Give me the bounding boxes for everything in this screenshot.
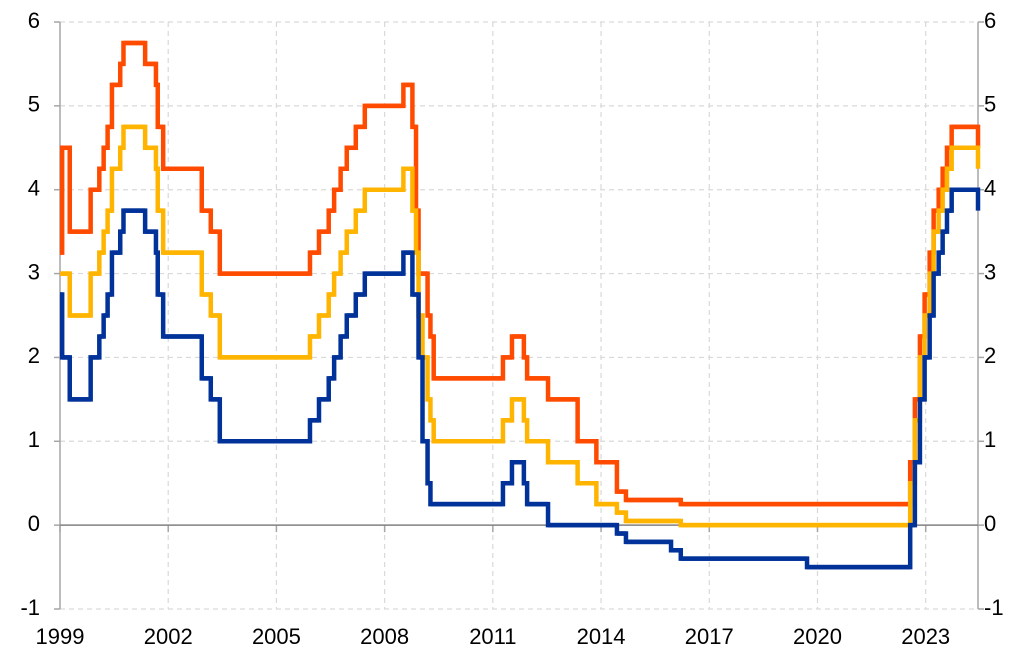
y-tick-label: 1 (28, 427, 40, 452)
x-tick-label: 2023 (901, 624, 950, 649)
y-tick-label: -1 (20, 595, 40, 620)
y2-tick-label: 6 (984, 8, 996, 33)
y2-tick-label: 2 (984, 343, 996, 368)
x-tick-label: 2014 (577, 624, 626, 649)
x-tick-label: 1999 (36, 624, 85, 649)
x-tick-label: 2020 (793, 624, 842, 649)
y2-tick-label: 5 (984, 92, 996, 117)
x-tick-label: 2005 (252, 624, 301, 649)
y-tick-label: 6 (28, 8, 40, 33)
x-tick-label: 2017 (685, 624, 734, 649)
x-tick-label: 2011 (469, 624, 516, 649)
y2-tick-label: 4 (984, 176, 996, 201)
y2-tick-label: 0 (984, 511, 996, 536)
y-tick-label: 0 (28, 511, 40, 536)
y-tick-label: 4 (28, 176, 40, 201)
series-line (60, 124, 981, 528)
y2-tick-label: 3 (984, 259, 996, 284)
x-tick-label: 2008 (360, 624, 409, 649)
y2-tick-label: -1 (984, 595, 1004, 620)
x-tick-label: 2002 (144, 624, 193, 649)
y2-tick-label: 1 (984, 427, 996, 452)
y-tick-label: 5 (28, 92, 40, 117)
y-tick-label: 2 (28, 343, 40, 368)
series-line (59, 187, 981, 570)
y-tick-label: 3 (28, 259, 40, 284)
